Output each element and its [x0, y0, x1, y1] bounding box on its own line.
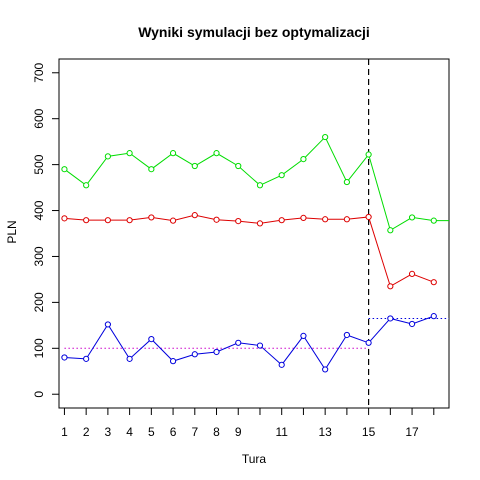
- series-point: [213, 216, 220, 223]
- x-tick-label: 7: [191, 425, 198, 439]
- series-group: [61, 313, 437, 373]
- series-point: [191, 212, 198, 219]
- series-point: [191, 351, 198, 358]
- series-point: [256, 182, 264, 189]
- series-point: [104, 321, 111, 328]
- plot-frame: [58, 58, 450, 409]
- series-point: [300, 214, 307, 221]
- series-point: [278, 172, 285, 179]
- series-point: [278, 217, 285, 224]
- series-line: [64, 315, 434, 371]
- series-point: [235, 218, 242, 225]
- x-tick-label: 3: [105, 425, 112, 439]
- series-point: [387, 227, 394, 234]
- series-point: [126, 355, 133, 362]
- y-tick-label: 200: [32, 292, 46, 312]
- y-tick-label: 400: [32, 200, 46, 220]
- series-point: [430, 279, 437, 286]
- series-point: [235, 162, 242, 170]
- x-tick-label: 15: [362, 425, 376, 439]
- reference-lines: [64, 59, 449, 408]
- series-point: [343, 331, 350, 339]
- series-layer: [61, 133, 449, 373]
- series-point: [430, 313, 437, 320]
- series-point: [191, 162, 198, 170]
- series-point: [213, 150, 220, 157]
- series-point: [256, 342, 264, 349]
- series-point: [213, 348, 220, 356]
- x-tick-label: 17: [405, 425, 419, 439]
- y-tick-label: 500: [32, 154, 46, 174]
- series-point: [83, 182, 90, 189]
- series-point: [61, 215, 68, 222]
- x-tick-label: 4: [126, 425, 133, 439]
- x-tick-label: 2: [83, 425, 90, 439]
- series-point: [169, 150, 177, 157]
- series-point: [387, 315, 394, 322]
- x-axis-title: Tura: [242, 452, 267, 466]
- x-axis: 1 2 3 4 5 6 7 8 9 11 13 15 17: [61, 407, 435, 439]
- series-point: [365, 339, 372, 346]
- x-tick-label: 13: [318, 425, 332, 439]
- series-point: [408, 270, 416, 278]
- y-tick-label: 600: [32, 108, 46, 128]
- series-point: [322, 216, 329, 223]
- x-tick-label: 8: [213, 425, 220, 439]
- series-line: [64, 214, 434, 288]
- series-point: [169, 358, 177, 365]
- x-tick-label: 9: [235, 425, 242, 439]
- x-tick-label: 11: [275, 425, 288, 439]
- y-tick-label: 0: [32, 391, 46, 398]
- series-group: [61, 212, 437, 290]
- series-point: [322, 366, 329, 373]
- series-point: [83, 217, 90, 224]
- series-point: [104, 217, 111, 224]
- series-point: [148, 214, 155, 221]
- series-point: [343, 178, 350, 186]
- series-point: [148, 166, 155, 173]
- series-point: [408, 214, 416, 221]
- series-point: [126, 217, 133, 224]
- series-point: [126, 150, 133, 157]
- y-tick-label: 700: [32, 62, 46, 82]
- series-point: [430, 217, 437, 224]
- series-point: [169, 217, 177, 224]
- x-tick-label: 1: [61, 425, 68, 439]
- y-axis-title: PLN: [5, 220, 19, 243]
- x-tick-label: 5: [148, 425, 155, 439]
- chart-title: Wyniki symulacji bez optymalizacji: [138, 24, 370, 40]
- series-point: [365, 213, 372, 221]
- x-tick-label: 6: [170, 425, 177, 439]
- series-point: [300, 156, 307, 163]
- series-point: [61, 166, 68, 173]
- series-point: [300, 332, 307, 340]
- series-point: [408, 320, 416, 328]
- series-point: [278, 361, 285, 368]
- series-point: [322, 133, 329, 141]
- series-point: [83, 355, 90, 362]
- series-point: [343, 216, 350, 223]
- y-tick-label: 100: [32, 338, 46, 358]
- series-line: [64, 136, 449, 232]
- series-point: [61, 354, 68, 361]
- y-axis: 0 100 200 300 400 500 600 700: [32, 62, 60, 398]
- series-point: [256, 220, 264, 227]
- series-group: [61, 133, 449, 234]
- series-point: [235, 339, 242, 346]
- series-point: [148, 336, 155, 343]
- series-point: [365, 151, 372, 158]
- series-point: [104, 153, 111, 160]
- series-point: [387, 283, 394, 290]
- y-tick-label: 300: [32, 246, 46, 266]
